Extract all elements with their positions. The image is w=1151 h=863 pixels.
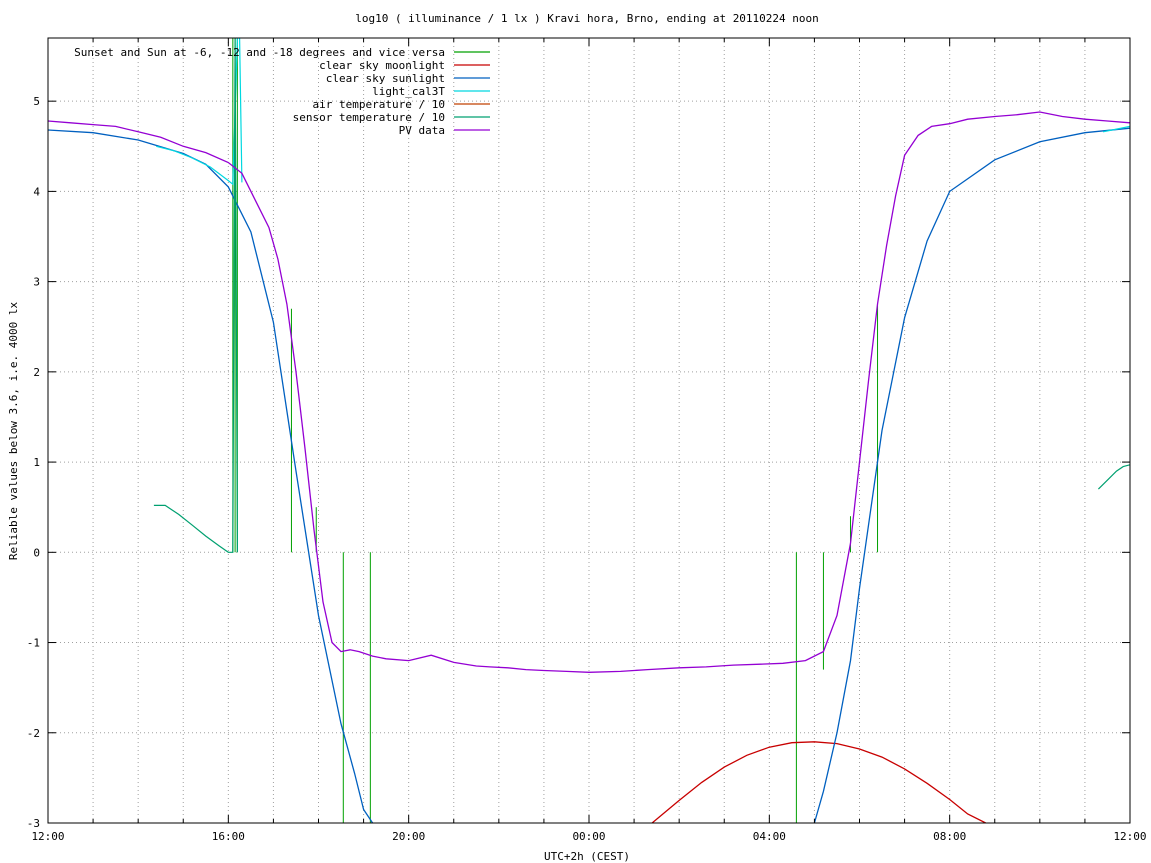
series-clear-sky-moonlight [651, 741, 986, 823]
y-axis-label: Reliable values below 3.6, i.e. 4000 lx [7, 301, 20, 560]
x-tick-label: 16:00 [212, 830, 245, 843]
legend: Sunset and Sun at -6, -12 and -18 degree… [74, 46, 490, 137]
x-tick-label: 08:00 [933, 830, 966, 843]
x-tick-label: 04:00 [753, 830, 786, 843]
ticks: -3 -2 -1 0 1 2 3 4 5 12:00 16:00 20:00 00:00 04:00 08:… [27, 38, 1147, 843]
y-tick-label: 4 [33, 185, 40, 198]
y-tick-label: -3 [27, 817, 40, 830]
series-layer [48, 38, 1130, 823]
series-clear-sky-sunlight [48, 127, 1130, 823]
legend-label-clear-sky-moonlight: clear sky moonlight [319, 59, 445, 72]
y-tick-label: 0 [33, 546, 40, 559]
grid [48, 38, 1130, 823]
legend-label-pv-data: PV data [399, 124, 445, 137]
chart-title: log10 ( illuminance / 1 lx ) Kravi hora,… [355, 12, 819, 25]
x-tick-label: 00:00 [572, 830, 605, 843]
y-tick-label: -2 [27, 727, 40, 740]
legend-label-clear-sky-sunlight: clear sky sunlight [326, 72, 445, 85]
y-tick-label: 2 [33, 366, 40, 379]
y-tick-label: -1 [27, 637, 40, 650]
legend-label-sensor-temperature-10: sensor temperature / 10 [293, 111, 445, 124]
series-sensor-temperature-10 [153, 38, 1130, 553]
legend-label-sunset-and-sun-at-6-12-and-18-degrees-and-vice-versa: Sunset and Sun at -6, -12 and -18 degree… [74, 46, 445, 59]
x-tick-label: 20:00 [392, 830, 425, 843]
series-pv-data [48, 111, 1130, 673]
legend-label-air-temperature-10: air temperature / 10 [313, 98, 445, 111]
y-tick-label: 5 [33, 95, 40, 108]
x-tick-label: 12:00 [1113, 830, 1146, 843]
y-tick-label: 3 [33, 276, 40, 289]
legend-label-light-cal3t: light_cal3T [372, 85, 445, 98]
x-axis-label: UTC+2h (CEST) [544, 850, 630, 863]
series-light-cal3t [156, 38, 1130, 186]
x-tick-label: 12:00 [31, 830, 64, 843]
y-tick-label: 1 [33, 456, 40, 469]
series-group [48, 38, 1130, 823]
